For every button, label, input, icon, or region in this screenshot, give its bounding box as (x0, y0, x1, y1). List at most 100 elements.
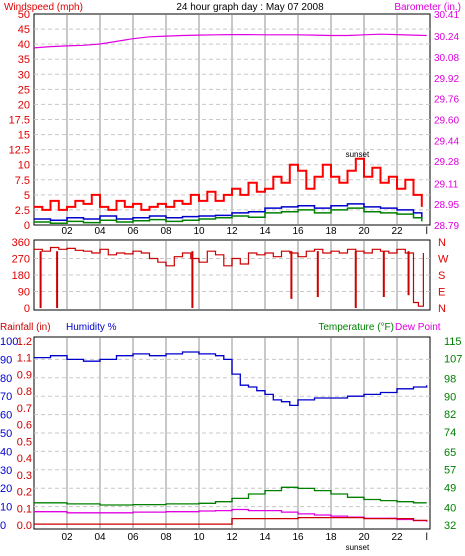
wind-tick-label: 30 (18, 69, 30, 81)
barometer-axis-title: Barometer (in.) (394, 2, 461, 13)
temp-tick-label: 74 (444, 427, 456, 439)
x-tick-label: 18 (325, 532, 337, 543)
x-tick-label: 06 (127, 532, 139, 543)
series-wind_avg (34, 203, 423, 221)
x-tick-label: 22 (391, 226, 403, 237)
humidity-tick-label: 70 (0, 391, 12, 403)
wind-tick-label: 12.5 (9, 145, 30, 157)
rain-tick-label: 0.3 (17, 470, 32, 482)
x-tick-label: 12 (226, 226, 238, 237)
humidity-tick-label: 50 (0, 428, 12, 440)
legend-rainfall: Rainfall (in) (0, 322, 51, 333)
x-tick-label: 18 (325, 226, 337, 237)
wind-tick-label: 20 (18, 99, 30, 111)
x-tick-label: 22 (391, 532, 403, 543)
rain-tick-label: 0.2 (17, 487, 32, 499)
rain-tick-label: 0.6 (17, 420, 32, 432)
baro-tick-label: 29.44 (434, 136, 459, 147)
wind-tick-label: 0 (24, 220, 30, 232)
humidity-tick-label: 100 (0, 336, 18, 348)
humidity-tick-label: 0 (0, 520, 6, 532)
x-tick-label: 16 (292, 532, 304, 543)
x-tick-label: 04 (94, 226, 106, 237)
x-tick-label: 10 (193, 226, 205, 237)
series-rainfall (34, 516, 428, 525)
wind-tick-label: 7.5 (15, 175, 30, 187)
series-direction (34, 246, 424, 307)
humidity-tick-label: 20 (0, 483, 12, 495)
baro-tick-label: 28.95 (434, 200, 459, 211)
wind-tick-label: 50 (18, 9, 30, 21)
baro-tick-label: 29.11 (434, 179, 459, 190)
x-tick-label: 02 (61, 226, 73, 237)
rain-tick-label: 0.1 (17, 503, 32, 515)
x-tick-label: 14 (259, 532, 271, 543)
x-end-label: l (426, 532, 428, 543)
x-tick-label: 08 (160, 532, 172, 543)
sunset-label: sunset (346, 150, 370, 159)
humidity-tick-label: 60 (0, 410, 12, 422)
chart-main-title: 24 hour graph day : May 07 2008 (176, 2, 324, 13)
temp-tick-label: 98 (444, 374, 456, 386)
wind-tick-label: 40 (18, 39, 30, 51)
temp-tick-label: 40 (444, 502, 456, 514)
wind-axis-title: Windspeed (mph) (4, 2, 83, 13)
baro-tick-label: 29.60 (434, 116, 459, 127)
series-wind_gust (34, 157, 423, 211)
dir-tick-label: 270 (12, 254, 30, 266)
x-tick-label: 04 (94, 532, 106, 543)
x-tick-label: 20 (358, 226, 370, 237)
temp-tick-label: 65 (444, 447, 456, 459)
rain-tick-label: 0.8 (17, 386, 32, 398)
humidity-tick-label: 10 (0, 502, 12, 514)
wind-tick-label: 15 (18, 130, 30, 142)
series-temperature (34, 486, 427, 506)
x-tick-label: 08 (160, 226, 172, 237)
x-tick-label: 14 (259, 226, 271, 237)
legend-humidity: Humidity % (66, 322, 117, 333)
x-tick-label: 20 (358, 532, 370, 543)
dir-compass-label: N (438, 303, 446, 315)
x-end-label: l (426, 226, 428, 237)
dir-tick-label: 180 (12, 270, 30, 282)
x-tick-label: 06 (127, 226, 139, 237)
baro-tick-label: 30.41 (434, 10, 459, 21)
wind-tick-label: 35 (18, 54, 30, 66)
wind-tick-label: 5 (24, 190, 30, 202)
dir-compass-label: S (438, 270, 445, 282)
rain-tick-label: 1.1 (17, 353, 32, 365)
wind-tick-label: 45 (18, 24, 30, 36)
temp-tick-label: 90 (444, 391, 456, 403)
baro-tick-label: 29.28 (434, 157, 459, 168)
wind-tick-label: 17.5 (9, 115, 30, 127)
humidity-tick-label: 80 (0, 373, 12, 385)
baro-tick-label: 29.92 (434, 74, 459, 85)
rain-tick-label: 1.2 (17, 336, 32, 348)
dir-tick-label: 360 (12, 237, 30, 249)
temp-tick-label: 82 (444, 409, 456, 421)
x-tick-label: 02 (61, 532, 73, 543)
dir-compass-label: N (438, 237, 446, 249)
rain-tick-label: 0.7 (17, 403, 32, 415)
sunset-label: sunset (346, 543, 370, 552)
temp-tick-label: 107 (444, 354, 462, 366)
humidity-tick-label: 30 (0, 465, 12, 477)
temp-tick-label: 49 (444, 482, 456, 494)
chart-marks: 0 2.5 5 7.5 10 12.5 15 17.5 20 25 30 35 40 45 50 28.79 2… (0, 9, 462, 552)
rain-tick-label: 0.4 (17, 453, 32, 465)
dir-tick-label: 0 (24, 303, 30, 315)
series-barometer (33, 33, 427, 49)
wind-tick-label: 25 (18, 84, 30, 96)
humidity-tick-label: 40 (0, 446, 12, 458)
wind-tick-label: 2.5 (15, 205, 30, 217)
humidity-tick-label: 90 (0, 354, 12, 366)
x-tick-label: 10 (193, 532, 205, 543)
x-tick-label: 16 (292, 226, 304, 237)
legend-dewpoint: Dew Point (395, 322, 441, 333)
temp-tick-label: 57 (444, 465, 456, 477)
dir-tick-label: 90 (18, 287, 30, 299)
rain-tick-label: 0.0 (17, 520, 32, 532)
rain-tick-label: 0.5 (17, 436, 32, 448)
